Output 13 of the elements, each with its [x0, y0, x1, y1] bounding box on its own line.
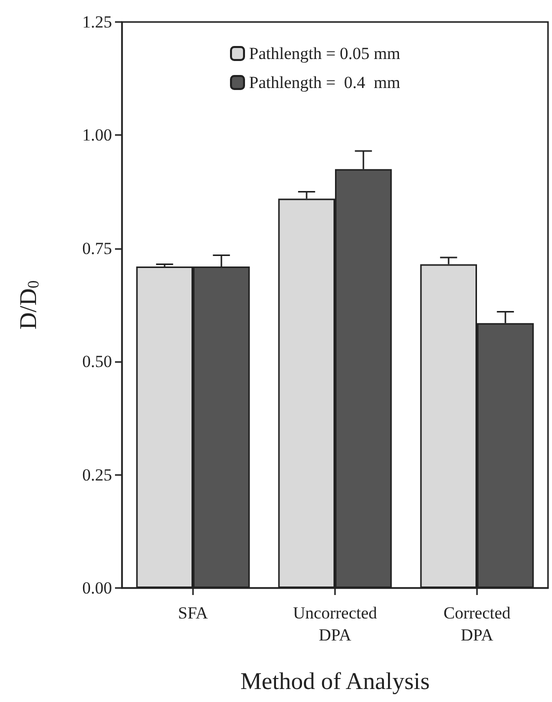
y-tick-label: 0.75	[82, 238, 112, 258]
y-tick-label: 1.00	[82, 126, 112, 145]
legend-label: Pathlength = 0.05 mm	[249, 44, 400, 63]
legend-label: Pathlength = 0.4 mm	[249, 73, 400, 92]
y-tick-label: 0.50	[82, 352, 112, 372]
y-tick-label: 1.25	[82, 12, 112, 32]
x-axis-title: Method of Analysis	[240, 669, 430, 695]
y-tick-label: 0.25	[82, 465, 112, 484]
x-tick-label: SFA	[178, 604, 209, 622]
x-tick-label: Corrected DPA	[443, 604, 512, 644]
y-tick-label: 0.00	[82, 578, 112, 598]
y-axis-title: D/D0	[16, 280, 42, 330]
x-tick-label: Uncorrected DPA	[292, 604, 378, 644]
